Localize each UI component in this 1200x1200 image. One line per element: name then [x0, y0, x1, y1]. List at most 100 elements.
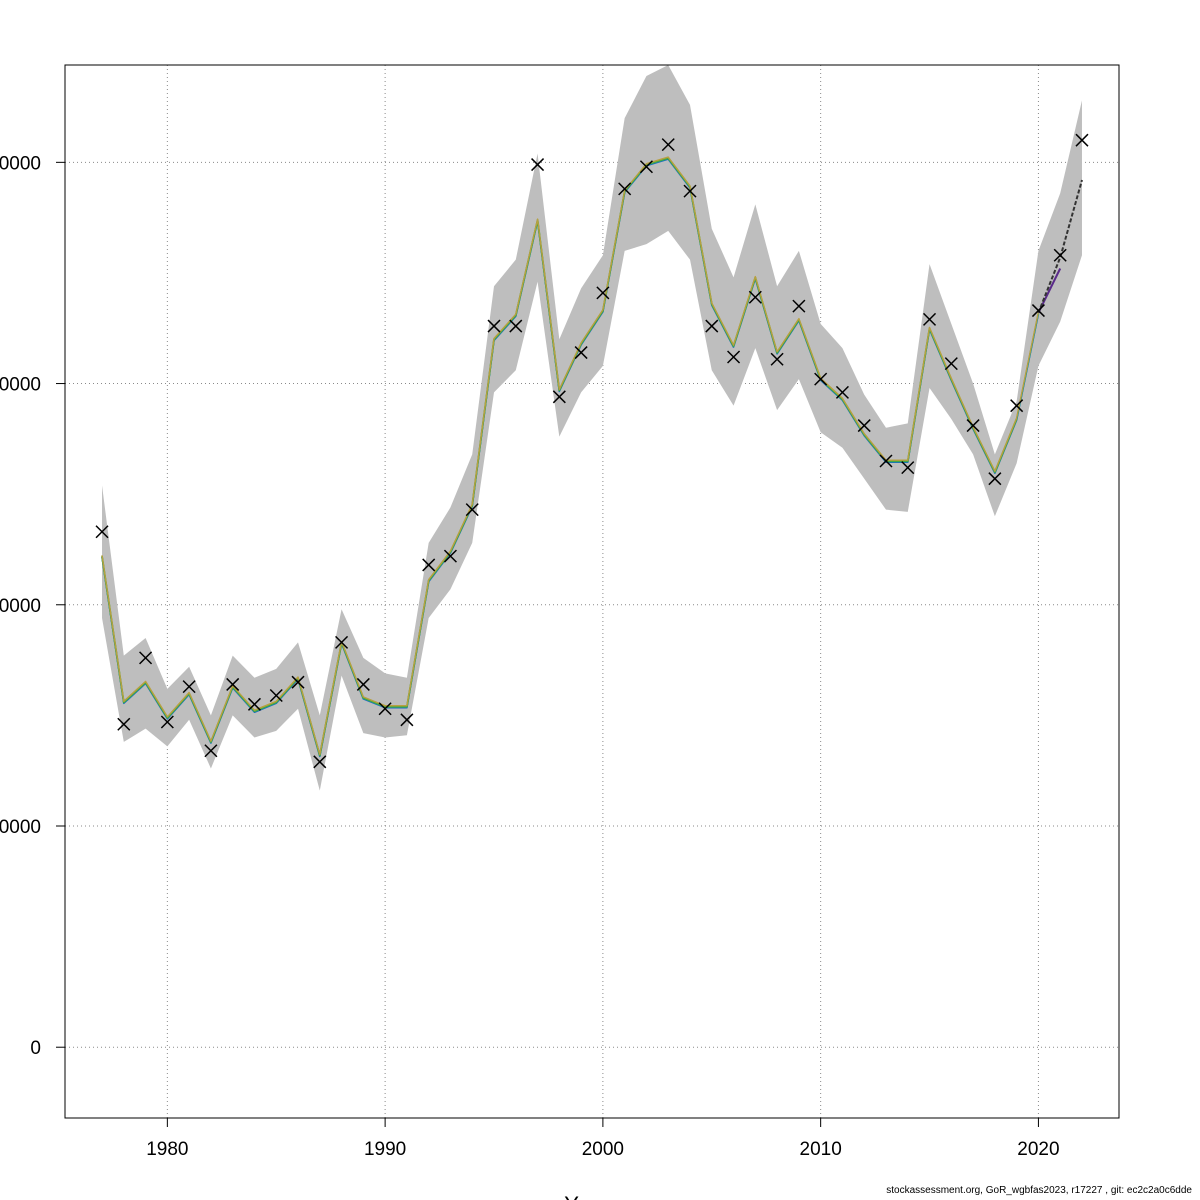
observed-point: [727, 350, 741, 364]
observed-point-stroke: [139, 651, 153, 665]
observed-point-stroke: [879, 454, 893, 468]
observed-point-stroke: [1031, 304, 1045, 318]
observed-point-stroke: [901, 461, 915, 475]
observed-point: [792, 299, 806, 313]
observed-point-stroke: [378, 702, 392, 716]
observed-point: [966, 419, 980, 433]
observed-point: [400, 713, 414, 727]
observed-point: [1031, 304, 1045, 318]
observed-point-stroke: [509, 319, 523, 333]
axis-layer: 1980 1990 2000 2010 2020 0 50000 100000 150000 20…: [0, 153, 1060, 1160]
observed-point: [291, 675, 305, 689]
observed-point: [770, 352, 784, 366]
observed-point-stroke: [531, 158, 545, 172]
observed-point-stroke: [923, 312, 937, 326]
observed-point: [204, 744, 218, 758]
observed-point: [226, 677, 240, 691]
observed-point: [1053, 248, 1067, 262]
observed-point-stroke: [814, 372, 828, 386]
observed-point-stroke: [204, 744, 218, 758]
observed-point-stroke: [1053, 248, 1067, 262]
observed-point: [879, 454, 893, 468]
observed-point: [683, 184, 697, 198]
observed-point-stroke: [422, 558, 436, 572]
observed-point: [705, 319, 719, 333]
observed-point-stroke: [857, 419, 871, 433]
observed-point: [335, 635, 349, 649]
observed-point-stroke: [269, 688, 283, 703]
observed-point-stroke: [160, 715, 174, 729]
observed-point-stroke: [400, 713, 414, 727]
observed-point-stroke: [705, 319, 719, 333]
observed-point: [748, 290, 762, 304]
observed-markers-layer: [95, 133, 1089, 769]
observed-point-stroke: [1075, 133, 1089, 147]
observed-point: [988, 472, 1002, 486]
observed-point-stroke: [770, 352, 784, 366]
observed-point-stroke: [95, 525, 109, 539]
observed-point-stroke: [574, 346, 588, 360]
confidence-band-layer: [102, 65, 1082, 791]
observed-point-stroke: [639, 160, 653, 174]
grid-layer: [65, 65, 1119, 1118]
observed-point-stroke: [988, 472, 1002, 486]
observed-point: [1075, 133, 1089, 147]
observed-point-stroke: [792, 299, 806, 313]
footer-credit: stockassessment.org, GoR_wgbfas2023, r17…: [886, 1185, 1192, 1196]
observed-point-stroke: [182, 680, 196, 694]
x-tick-label: 2020: [1017, 1139, 1059, 1160]
observed-point-stroke: [966, 419, 980, 433]
observed-point-stroke: [727, 350, 741, 364]
observed-point-stroke: [683, 184, 697, 198]
observed-point-stroke: [661, 138, 675, 152]
observed-point: [356, 677, 370, 691]
observed-point: [95, 525, 109, 539]
observed-point: [531, 158, 545, 172]
observed-point: [182, 680, 196, 694]
x-tick-label: 2000: [582, 1139, 624, 1160]
observed-point: [247, 697, 261, 711]
observed-point: [857, 419, 871, 433]
observed-point: [574, 346, 588, 360]
forecast-line: [1037, 179, 1083, 314]
observed-point-stroke: [335, 635, 349, 649]
observed-point-stroke: [117, 717, 131, 731]
observed-point: [313, 755, 327, 769]
x-tick-label: 2010: [800, 1139, 842, 1160]
observed-point: [1010, 399, 1024, 413]
observed-point: [117, 717, 131, 731]
observed-point: [814, 372, 828, 386]
observed-point-stroke: [596, 286, 610, 300]
x-tick-label: 1990: [364, 1139, 406, 1160]
observed-point-stroke: [618, 182, 632, 196]
observed-point: [160, 715, 174, 729]
observed-point: [269, 688, 283, 703]
observed-point-stroke: [1010, 399, 1024, 413]
x-axis-title: Years: [564, 1192, 619, 1200]
observed-point-stroke: [487, 319, 501, 333]
observed-point-stroke: [748, 290, 762, 304]
y-tick-label: 0: [30, 1038, 41, 1059]
observed-point: [923, 312, 937, 326]
observed-point-stroke: [443, 549, 457, 563]
observed-point: [596, 286, 610, 300]
observed-point: [639, 160, 653, 174]
observed-point-stroke: [291, 675, 305, 689]
observed-point: [139, 651, 153, 665]
observed-point: [552, 390, 566, 404]
x-tick-label: 1980: [146, 1139, 188, 1160]
confidence-band: [102, 65, 1082, 791]
observed-point: [944, 357, 958, 371]
y-tick-label: 100000: [0, 596, 41, 617]
y-tick-label: 150000: [0, 375, 41, 396]
observed-point: [487, 319, 501, 333]
observed-point: [661, 138, 675, 152]
observed-point: [443, 549, 457, 563]
observed-point-stroke: [552, 390, 566, 404]
observed-point-stroke: [465, 503, 479, 517]
observed-point: [465, 503, 479, 517]
observed-point-stroke: [356, 677, 370, 691]
estimate-lines-layer: [101, 156, 1083, 758]
